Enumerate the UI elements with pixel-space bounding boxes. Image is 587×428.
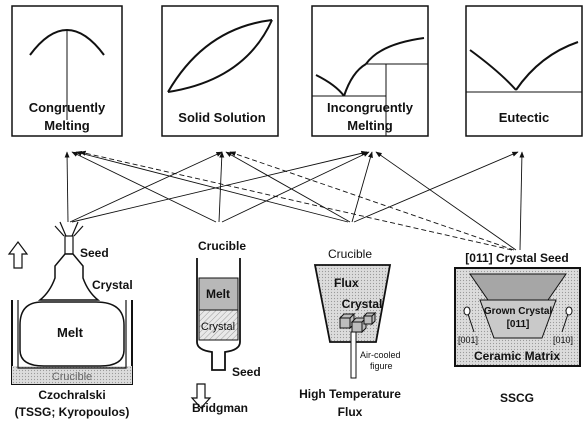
panel-label: Solid Solution — [178, 110, 265, 125]
arrow-ss-congruent — [79, 150, 513, 251]
panel-label-line1: Congruently — [29, 100, 106, 115]
direction-left-icon — [463, 306, 475, 333]
flux-label: Flux — [334, 276, 359, 290]
arrow-ss-solid — [229, 151, 515, 251]
seed-label: Seed — [232, 365, 261, 379]
arrow-fx-eutectic — [353, 151, 519, 223]
method-bridgman: Crucible Melt Crystal Seed Bridgman — [190, 239, 261, 415]
arrow-fx-incongruent — [351, 151, 373, 223]
liquidus-mid — [343, 63, 367, 97]
panel-label-line2: Melting — [347, 118, 393, 133]
air-label-line2: figure — [370, 361, 393, 371]
method-title-line2: Flux — [338, 405, 363, 419]
crucible-label: Crucible — [328, 247, 372, 261]
liquidus-right — [515, 41, 579, 91]
arrow-fx-solid — [225, 151, 351, 223]
arrow-ss-incongruent — [375, 151, 517, 251]
seed-rod — [64, 235, 74, 255]
liquidus-curve — [167, 19, 273, 93]
arrow-fx-congruent — [75, 150, 349, 223]
matrix-label: Ceramic Matrix — [474, 349, 560, 363]
pull-arrow-icon — [7, 241, 29, 269]
panel-frame — [311, 5, 429, 137]
liquidus-right — [365, 37, 425, 65]
grown-label-line1: Grown Crystal — [484, 306, 553, 317]
air-label-line1: Air-cooled — [360, 350, 401, 360]
crystal-label: Crystal — [201, 321, 235, 333]
panel-label-line1: Incongruently — [327, 100, 414, 115]
crucible-label: Crucible — [198, 239, 246, 253]
arrow-br-congruent — [71, 151, 217, 223]
method-title: SSCG — [500, 391, 534, 405]
arrow-cz-solid — [69, 151, 223, 223]
grown-crystal — [479, 299, 557, 339]
phase-diagram-incongruent: Incongruently Melting — [311, 5, 429, 137]
arrow-ss-eutectic — [519, 151, 525, 251]
crystal-cubes — [338, 311, 377, 334]
arrow-cz-incongruent — [71, 150, 368, 223]
liquidus-left — [315, 74, 345, 97]
arrow-cz-congruent — [64, 151, 70, 223]
melt-label: Melt — [206, 287, 230, 301]
arrow-br-solid — [218, 151, 225, 223]
arrow-br-incongruent — [221, 151, 370, 223]
seed-label: [011] Crystal Seed — [465, 251, 568, 265]
method-title-line1: High Temperature — [299, 387, 401, 401]
grown-label-line2: [011] — [507, 319, 530, 330]
seed-label: Seed — [80, 246, 109, 260]
method-czochralski: Seed Crystal Melt Crucible Czochralski (… — [7, 221, 133, 419]
phase-diagram-congruent: Congruently Melting — [11, 5, 123, 137]
melt-region — [198, 277, 239, 311]
method-flux: Crucible Flux Crystal Air-cooled figure … — [299, 247, 401, 419]
crucible-inner — [17, 300, 127, 369]
method-sscg: [011] Crystal Seed Grown Crystal [011] [… — [454, 251, 581, 405]
lower-arrow-icon — [190, 383, 212, 409]
phase-diagram-eutectic: Eutectic — [465, 5, 583, 137]
panel-label-line2: Melting — [44, 118, 90, 133]
crystal-boule — [37, 253, 101, 301]
seed-holder — [54, 221, 84, 237]
liquidus-left — [469, 49, 517, 91]
solidus-curve — [167, 19, 273, 93]
dir-right-label: [010] — [553, 335, 573, 345]
dir-left-label: [001] — [458, 335, 478, 345]
crystal-region — [198, 309, 239, 341]
direction-right-icon — [561, 306, 573, 333]
melt-label: Melt — [57, 325, 84, 340]
phase-diagram-solid-solution: Solid Solution — [161, 5, 279, 137]
method-subtitle: (TSSG; Kyropoulos) — [15, 405, 130, 419]
cooling-rod — [350, 331, 357, 379]
panel-frame — [465, 5, 583, 137]
method-title: Czochralski — [38, 388, 105, 402]
panel-label: Eutectic — [499, 110, 550, 125]
crystal-label: Crystal — [342, 297, 383, 311]
connection-arrows — [64, 150, 525, 251]
method-title: Bridgman — [192, 401, 248, 415]
melt — [19, 301, 125, 367]
crucible-base — [12, 366, 132, 384]
crystal-label: Crystal — [92, 278, 133, 292]
crucible-label: Crucible — [52, 371, 92, 383]
ampoule — [196, 258, 241, 371]
